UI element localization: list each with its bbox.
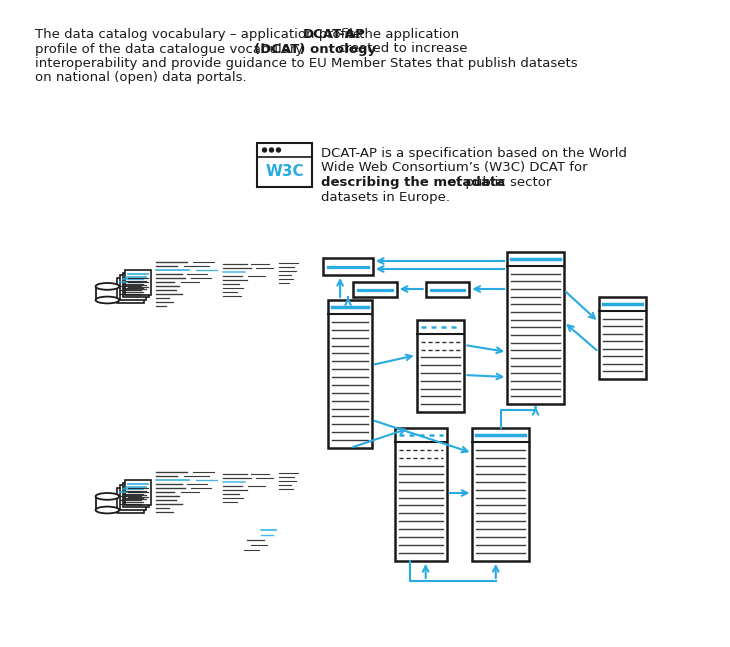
Bar (353, 282, 397, 297)
Text: (DCAT) ontology: (DCAT) ontology (254, 43, 376, 56)
Bar (123, 273, 149, 298)
Bar (123, 483, 149, 507)
Bar (395, 428, 447, 561)
Text: DCAT-AP is a specification based on the World: DCAT-AP is a specification based on the … (321, 147, 627, 160)
Ellipse shape (96, 493, 119, 499)
Bar (118, 278, 144, 303)
Text: describing the metadata: describing the metadata (321, 176, 505, 189)
Bar (125, 480, 151, 505)
Circle shape (263, 148, 266, 152)
Text: profile of the data catalogue vocabulary: profile of the data catalogue vocabulary (35, 43, 307, 56)
Bar (118, 488, 144, 512)
Bar (507, 252, 564, 404)
Bar (323, 258, 373, 275)
Circle shape (269, 148, 274, 152)
Text: datasets in Europe.: datasets in Europe. (321, 190, 450, 204)
Bar (256, 143, 312, 187)
Bar (120, 276, 146, 300)
Ellipse shape (96, 296, 119, 303)
Text: interoperability and provide guidance to EU Member States that publish datasets: interoperability and provide guidance to… (35, 57, 577, 70)
Text: Wide Web Consortium’s (W3C) DCAT for: Wide Web Consortium’s (W3C) DCAT for (321, 162, 588, 175)
Bar (120, 485, 146, 510)
Text: W3C: W3C (265, 164, 304, 179)
Text: of public sector: of public sector (445, 176, 552, 189)
Text: created to increase: created to increase (334, 43, 468, 56)
Ellipse shape (96, 507, 119, 514)
Bar (417, 320, 464, 412)
Ellipse shape (96, 283, 119, 290)
Text: The data catalog vocabulary – application profile: The data catalog vocabulary – applicatio… (35, 28, 365, 41)
Circle shape (277, 148, 280, 152)
Text: DCAT-AP: DCAT-AP (302, 28, 365, 41)
Bar (472, 428, 529, 561)
Text: on national (open) data portals.: on national (open) data portals. (35, 72, 247, 85)
Bar (328, 300, 372, 448)
Bar (599, 297, 647, 379)
Text: is the application: is the application (339, 28, 459, 41)
Bar (426, 282, 469, 297)
Bar (125, 270, 151, 295)
